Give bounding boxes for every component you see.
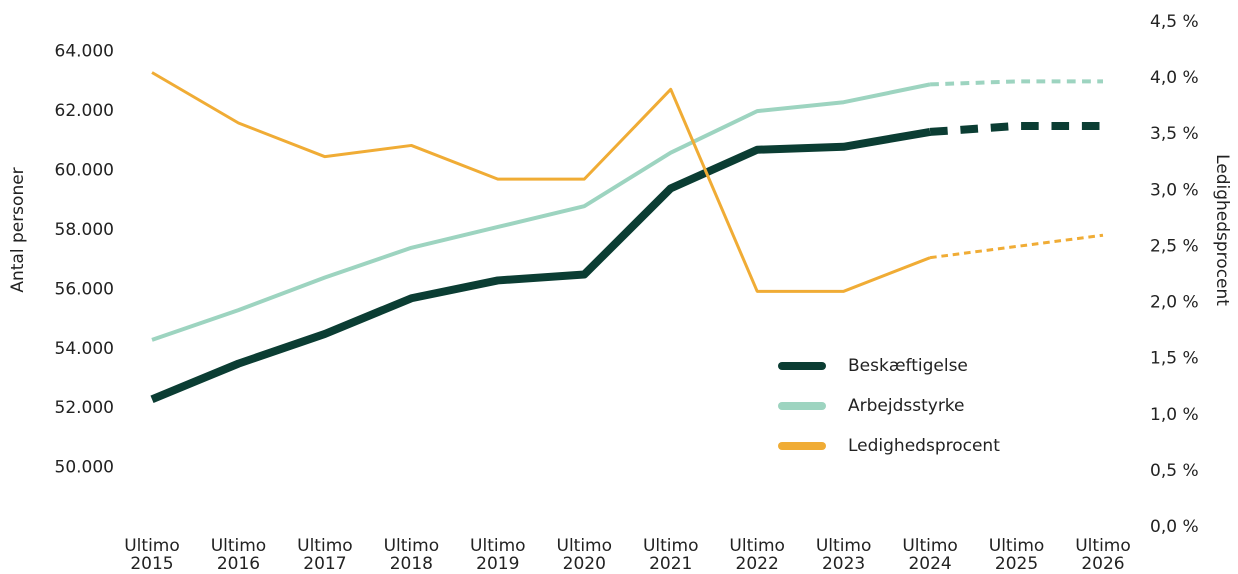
series-line [151, 71, 931, 293]
y-tick-label: 64.000 [55, 42, 114, 62]
x-tick-label: Ultimo 2023 [815, 536, 872, 574]
x-tick-label: Ultimo 2024 [902, 536, 958, 574]
y-tick-label: 54.000 [55, 339, 114, 359]
y2-tick-label: 1,5 % [1150, 349, 1199, 369]
y2-tick-label: 0,0 % [1150, 517, 1199, 537]
series-line-forecast [929, 121, 1103, 136]
x-tick-label: Ultimo 2021 [642, 536, 699, 574]
y-tick-label: 58.000 [55, 220, 114, 240]
y2-tick-label: 3,5 % [1150, 124, 1199, 144]
x-tick-label: Ultimo 2020 [556, 536, 613, 574]
y2-tick-label: 2,5 % [1150, 236, 1199, 256]
y2-tick-label: 4,5 % [1150, 12, 1199, 32]
x-tick-label: Ultimo 2018 [383, 536, 440, 574]
series-line [150, 127, 931, 403]
y2-tick-label: 3,0 % [1150, 180, 1199, 200]
series-line-forecast [929, 233, 1104, 260]
x-tick-label: Ultimo 2025 [988, 536, 1045, 574]
x-tick-label: Ultimo 2016 [210, 536, 267, 574]
y-tick-label: 62.000 [55, 101, 114, 121]
x-tick-label: Ultimo 2026 [1075, 536, 1131, 574]
legend-label: Arbejdsstyrke [848, 396, 965, 416]
y-tick-label: 52.000 [55, 398, 114, 418]
legend-label: Ledighedsprocent [848, 436, 1000, 456]
y2-tick-label: 1,0 % [1150, 405, 1199, 425]
x-tick-label: Ultimo 2015 [124, 536, 180, 574]
y2-axis-label: Ledighedsprocent [1212, 154, 1232, 306]
y-axis-label: Antal personer [8, 167, 28, 292]
x-tick-label: Ultimo 2017 [297, 536, 353, 574]
x-tick-label: Ultimo 2019 [470, 536, 526, 574]
y-tick-label: 56.000 [55, 279, 114, 299]
series-line-forecast [930, 79, 1103, 87]
y-tick-label: 60.000 [55, 161, 114, 181]
y2-tick-label: 0,5 % [1150, 461, 1199, 481]
series-line [151, 82, 931, 342]
y2-tick-label: 2,0 % [1150, 293, 1199, 313]
legend-label: Beskæftigelse [848, 356, 968, 376]
y-tick-label: 50.000 [55, 458, 114, 478]
x-tick-label: Ultimo 2022 [729, 536, 785, 574]
y2-tick-label: 4,0 % [1150, 68, 1199, 88]
